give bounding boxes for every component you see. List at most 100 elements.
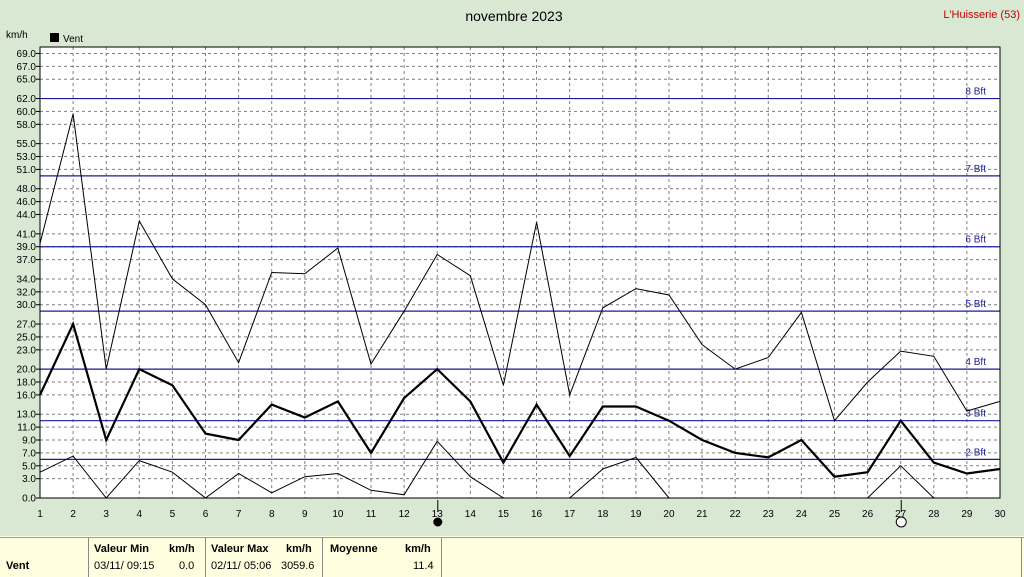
- x-tick-label: 16: [531, 509, 543, 520]
- x-tick-label: 6: [203, 509, 209, 520]
- stats-max-overlap: 30: [281, 560, 294, 572]
- x-tick-label: 5: [170, 509, 176, 520]
- y-tick-label: 48.0: [17, 184, 37, 195]
- stats-mean-value: 11.4: [413, 560, 434, 572]
- beaufort-label: 8 Bft: [965, 87, 986, 98]
- y-tick-label: 41.0: [17, 229, 37, 240]
- stats-row-label: Vent: [6, 560, 30, 572]
- legend-label: Vent: [63, 34, 83, 45]
- y-tick-label: 60.0: [17, 107, 37, 118]
- beaufort-label: 7 Bft: [965, 164, 986, 175]
- beaufort-label: 3 Bft: [965, 409, 986, 420]
- y-tick-label: 9.0: [22, 436, 36, 447]
- new-moon-icon: [433, 517, 443, 527]
- x-tick-label: 17: [564, 509, 576, 520]
- y-tick-label: 32.0: [17, 287, 37, 298]
- y-tick-label: 0.0: [22, 494, 36, 505]
- beaufort-label: 4 Bft: [965, 357, 986, 368]
- series-line-min: [867, 465, 935, 499]
- beaufort-label: 6 Bft: [965, 235, 986, 246]
- x-tick-label: 25: [829, 509, 841, 520]
- stats-max-unit: km/h: [286, 543, 312, 555]
- x-tick-label: 4: [137, 509, 143, 520]
- x-tick-label: 27: [895, 509, 907, 520]
- stats-panel: Vent Valeur Min km/h 03/11/ 09:15 0.0 Va…: [0, 537, 1024, 577]
- wind-chart: 0.0 3.0 5.0 7.09.0 11.0 13.0 16.018.0 20.0 23.0 2…: [6, 8, 1020, 528]
- y-tick-label: 53.0: [17, 152, 37, 163]
- station-name: L'Huisserie (53): [943, 9, 1020, 21]
- series-line-mean: [39, 320, 1001, 478]
- stats-divider: [1021, 538, 1022, 577]
- stats-divider: [205, 538, 206, 577]
- series-line-min: [39, 440, 504, 499]
- stats-min-header: Valeur Min: [94, 543, 150, 555]
- stats-max-date: 02/11/ 05:06: [211, 560, 272, 572]
- x-tick-label: 14: [465, 509, 477, 520]
- x-tick-label: 29: [961, 509, 973, 520]
- y-tick-label: 67.0: [17, 62, 37, 73]
- x-tick-label: 9: [302, 509, 308, 520]
- chart-title: novembre 2023: [465, 8, 563, 24]
- x-tick-label: 13: [432, 509, 444, 520]
- y-tick-label: 27.0: [17, 320, 37, 331]
- stats-mean-cell: Moyenne km/h 11.4: [323, 538, 441, 577]
- y-tick-label: 46.0: [17, 197, 37, 208]
- x-tick-label: 26: [862, 509, 874, 520]
- x-tick-label: 8: [269, 509, 275, 520]
- y-tick-label: 5.0: [22, 461, 36, 472]
- stats-max-header: Valeur Max: [211, 543, 269, 555]
- plot-frame: [39, 46, 1001, 499]
- y-tick-label: 37.0: [17, 255, 37, 266]
- y-tick-label: 13.0: [17, 410, 37, 421]
- plot-background: [40, 47, 1000, 498]
- beaufort-label: 2 Bft: [965, 447, 986, 458]
- x-tick-label: 1: [37, 509, 43, 520]
- x-tick-label: 11: [366, 509, 377, 520]
- beaufort-label: 5 Bft: [965, 299, 986, 310]
- x-tick-label: 18: [597, 509, 609, 520]
- x-tick-label: 15: [498, 509, 510, 520]
- stats-divider: [441, 538, 442, 577]
- y-tick-label: 34.0: [17, 274, 37, 285]
- x-tick-label: 19: [630, 509, 642, 520]
- x-tick-label: 3: [103, 509, 109, 520]
- stats-min-cell: Valeur Min km/h 03/11/ 09:15 0.0: [89, 538, 205, 577]
- x-tick-label: 23: [763, 509, 775, 520]
- chart-area: 0.0 3.0 5.0 7.0 9.0 11.0 13.0 16.0 18.0 20.0 23.0 2…: [0, 0, 1024, 536]
- stats-max-cell: Valeur Max km/h 02/11/ 05:06 30 59.6: [206, 538, 322, 577]
- x-tick-label: 10: [332, 509, 344, 520]
- x-tick-label: 28: [928, 509, 940, 520]
- stats-max-value: 59.6: [293, 560, 315, 572]
- y-tick-label: 11.0: [17, 423, 36, 434]
- full-moon-icon: [895, 516, 907, 528]
- x-tick-label: 21: [697, 509, 709, 520]
- series-line-max: [39, 113, 1001, 422]
- x-tick-label: 20: [663, 509, 675, 520]
- y-tick-label: 7.0: [22, 448, 36, 459]
- stats-min-unit: km/h: [169, 543, 195, 555]
- x-tick-label: 2: [70, 509, 76, 520]
- y-axis-unit: km/h: [6, 30, 28, 41]
- y-tick-label: 55.0: [17, 139, 37, 150]
- stats-min-date: 03/11/ 09:15: [94, 560, 155, 572]
- y-tick-label: 44.0: [17, 210, 37, 221]
- y-tick-label: 58.0: [17, 120, 37, 131]
- legend-swatch: [50, 33, 59, 42]
- x-tick-label: 22: [730, 509, 742, 520]
- y-tick-label: 3.0: [22, 474, 36, 485]
- y-tick-label: 25.0: [17, 332, 37, 343]
- y-tick-label: 51.0: [17, 165, 37, 176]
- x-tick-label: 30: [994, 509, 1006, 520]
- y-tick-label: 39.0: [17, 242, 37, 253]
- stats-min-value: 0.0: [179, 560, 195, 572]
- stats-divider: [322, 538, 323, 577]
- x-tick-label: 24: [796, 509, 808, 520]
- y-tick-label: 30.0: [17, 300, 37, 311]
- stats-row-label-cell: Vent: [0, 538, 88, 577]
- stats-divider: [88, 538, 89, 577]
- y-tick-label: 62.0: [17, 94, 37, 105]
- series-line-min: [569, 456, 670, 499]
- x-tick-label: 7: [236, 509, 242, 520]
- stats-mean-unit: km/h: [405, 543, 431, 555]
- y-tick-label: 23.0: [17, 345, 37, 356]
